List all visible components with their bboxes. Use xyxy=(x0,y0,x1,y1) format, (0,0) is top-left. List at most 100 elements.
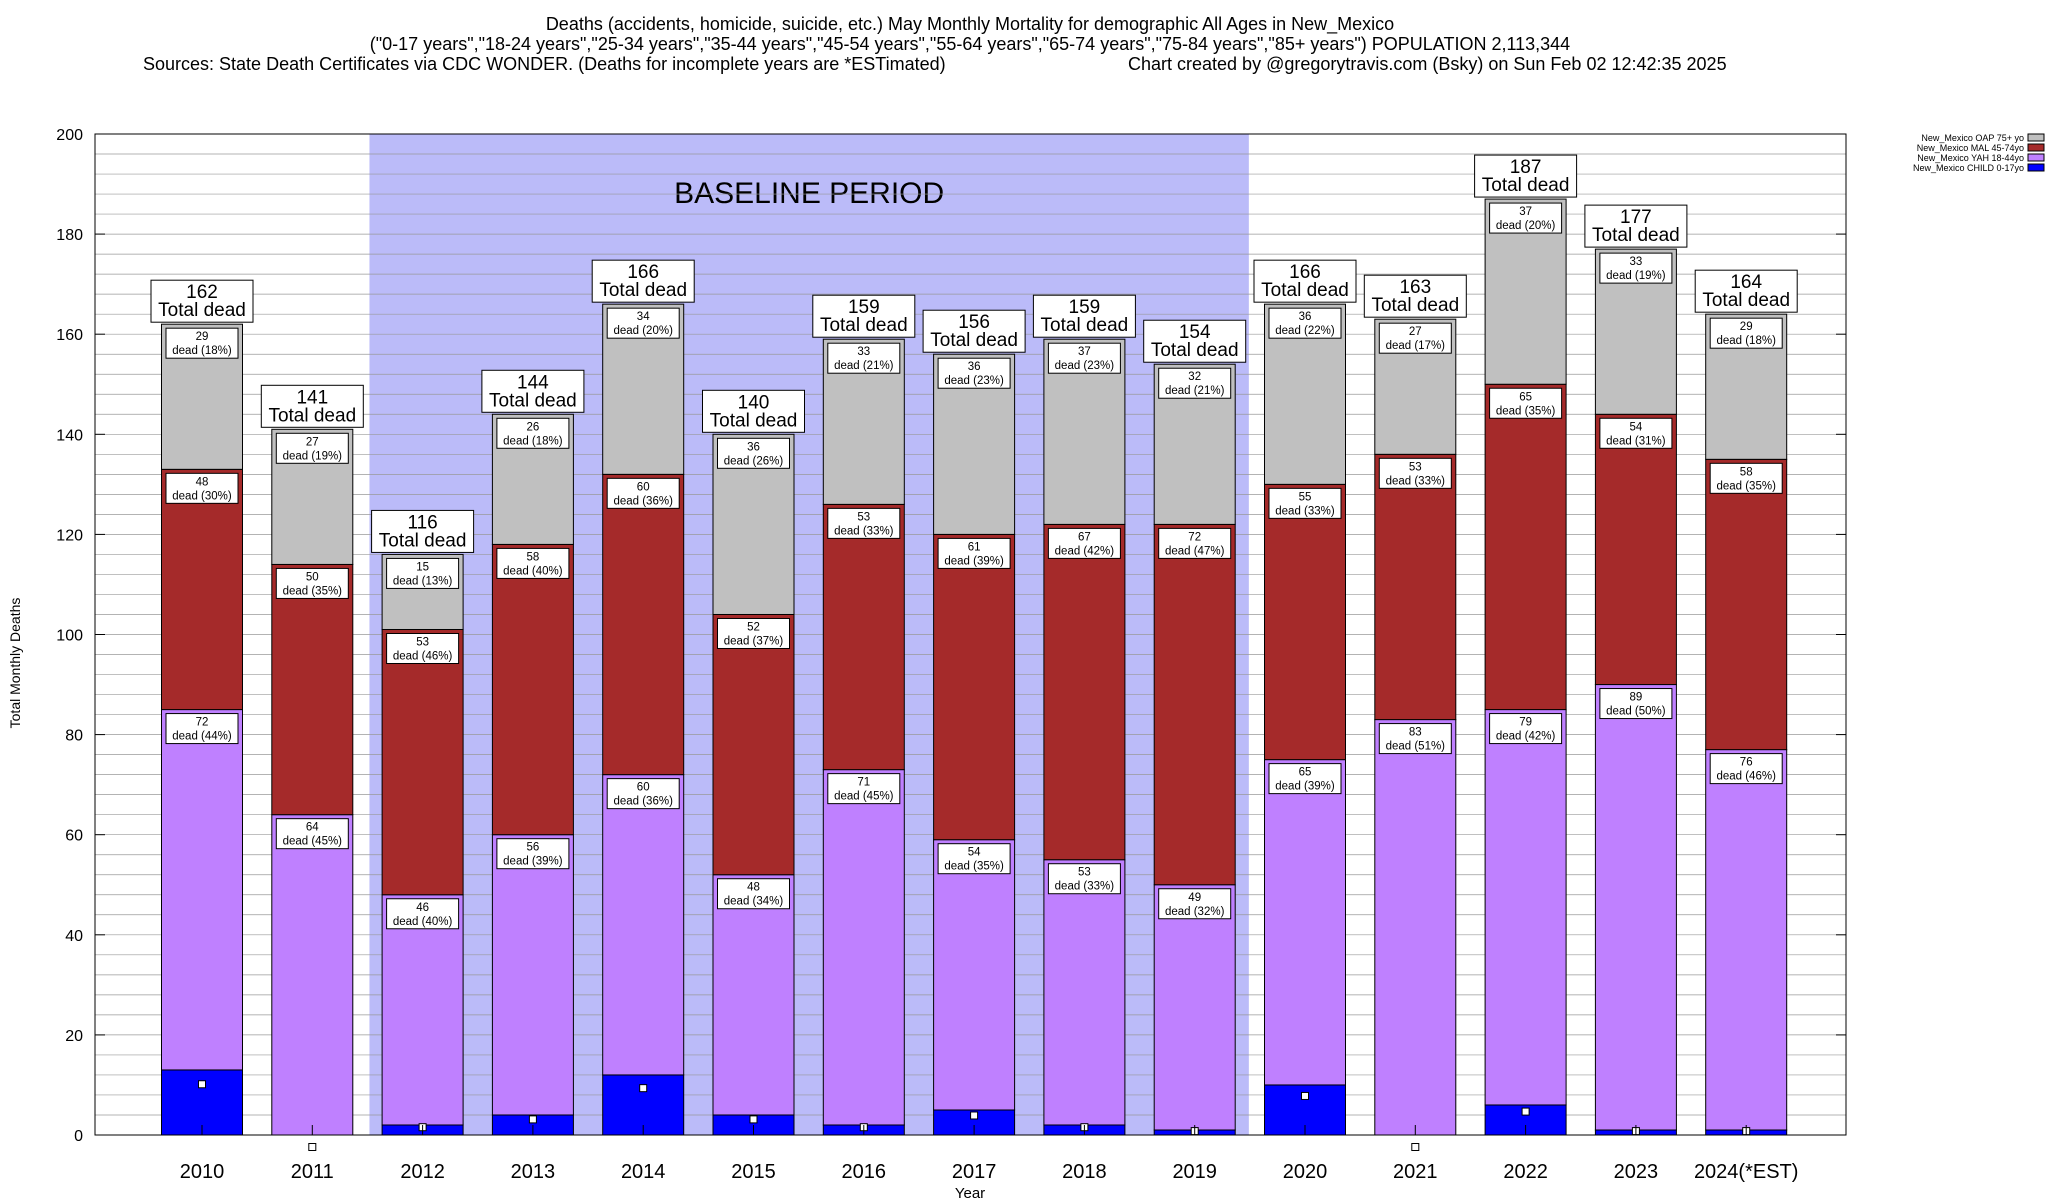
segment-label-pct: dead (45%) xyxy=(283,836,343,848)
segment-label-pct: dead (22%) xyxy=(1275,325,1335,337)
x-tick-label: 2017 xyxy=(952,1161,997,1183)
segment-label-box xyxy=(1709,317,1783,349)
segment-label-box xyxy=(717,617,790,649)
total-label-text: Total dead xyxy=(489,390,577,411)
total-label-box xyxy=(591,259,695,303)
total-label-text: Total dead xyxy=(930,330,1018,351)
segment-label-count: 79 xyxy=(1519,717,1532,729)
bar-segment-yah xyxy=(1153,884,1236,1131)
title-line-2: ("0-17 years","18-24 years","25-34 years… xyxy=(370,34,1570,54)
title-line-1: Deaths (accidents, homicide, suicide, et… xyxy=(546,14,1394,35)
total-label-text: Total dead xyxy=(1151,340,1239,361)
segment-label-pct: dead (20%) xyxy=(1496,220,1556,232)
segment-label-count: 83 xyxy=(1409,727,1422,739)
legend-swatch xyxy=(2027,163,2045,172)
total-label-count: 159 xyxy=(1069,297,1101,318)
total-label-box xyxy=(1694,269,1798,313)
plot-area: BASELINE PERIOD 0 20 40 60 80 100 120 140 160 180 2… xyxy=(56,127,1847,1183)
total-label-count: 166 xyxy=(627,262,659,283)
segment-label-box xyxy=(717,878,790,910)
y-tick-label: 40 xyxy=(65,928,83,945)
total-label-count: 164 xyxy=(1730,272,1762,293)
segment-label-pct: dead (36%) xyxy=(613,796,673,808)
x-tick-label: 2019 xyxy=(1172,1161,1217,1183)
legend-swatch xyxy=(2027,133,2045,142)
total-label-count: 162 xyxy=(186,282,218,303)
total-label-text: Total dead xyxy=(268,405,356,426)
bar-segment-mal xyxy=(822,503,905,771)
segment-label-pct: dead (51%) xyxy=(1386,741,1446,753)
segment-label-pct: dead (33%) xyxy=(834,525,894,537)
bar-segment-mal xyxy=(1043,523,1126,861)
bar-segment-yah xyxy=(1264,759,1346,1086)
total-label-count: 166 xyxy=(1289,262,1321,283)
bar-segment-yah xyxy=(602,774,685,1076)
segment-label-box xyxy=(1047,527,1121,559)
segment-label-box xyxy=(937,537,1011,569)
segment-label-box xyxy=(606,477,680,509)
bar-segment-mal xyxy=(1484,383,1567,711)
segment-label-pct: dead (20%) xyxy=(613,325,673,337)
total-label-text: Total dead xyxy=(1041,315,1129,336)
segment-label-count: 50 xyxy=(306,571,319,583)
legend-swatch xyxy=(2027,153,2045,162)
segment-label-count: 67 xyxy=(1078,531,1091,543)
segment-label-pct: dead (50%) xyxy=(1606,706,1666,718)
segment-label-pct: dead (30%) xyxy=(172,490,232,502)
segment-label-count: 58 xyxy=(527,551,540,563)
child-value-marker xyxy=(1411,1143,1420,1151)
segment-label-box xyxy=(1378,723,1452,755)
segment-label-pct: dead (17%) xyxy=(1386,340,1446,352)
total-label-box xyxy=(1143,319,1247,363)
segment-label-box xyxy=(717,437,790,469)
segment-label-box xyxy=(937,843,1011,875)
x-tick-label: 2015 xyxy=(731,1161,776,1183)
segment-label-pct: dead (18%) xyxy=(1716,335,1776,347)
x-tick-label: 2016 xyxy=(842,1161,887,1183)
y-tick-label: 100 xyxy=(56,628,83,645)
segment-label-box xyxy=(1378,322,1452,354)
bar-segment-yah xyxy=(712,874,795,1116)
segment-label-pct: dead (46%) xyxy=(393,650,453,662)
segment-label-pct: dead (26%) xyxy=(724,455,784,467)
segment-label-box xyxy=(1158,527,1232,559)
segment-label-box xyxy=(1599,417,1673,449)
segment-label-count: 33 xyxy=(857,346,870,358)
bar-segment-mal xyxy=(381,628,464,896)
segment-label-count: 58 xyxy=(1740,466,1753,478)
segment-label-box xyxy=(496,547,570,579)
total-label-count: 177 xyxy=(1620,207,1652,228)
bar-segment-yah xyxy=(271,814,354,1136)
legend-label: New_Mexico MAL 45-74yo xyxy=(1917,143,2024,153)
segment-label-pct: dead (35%) xyxy=(1496,405,1556,417)
y-tick-label: 0 xyxy=(74,1128,83,1145)
segment-label-count: 27 xyxy=(306,436,319,448)
total-label-box xyxy=(371,509,475,553)
y-tick-label: 200 xyxy=(56,127,83,144)
segment-label-box xyxy=(165,327,239,359)
segment-label-box xyxy=(386,557,460,589)
total-label-box xyxy=(812,294,916,338)
segment-label-box xyxy=(496,417,570,449)
segment-label-pct: dead (35%) xyxy=(283,585,343,597)
bar-segment-yah xyxy=(822,769,905,1126)
segment-label-count: 65 xyxy=(1519,391,1532,403)
total-label-box xyxy=(1363,274,1467,318)
total-label-text: Total dead xyxy=(1261,280,1349,301)
y-tick-label: 160 xyxy=(56,327,83,344)
total-label-box xyxy=(1253,259,1357,303)
total-label-text: Total dead xyxy=(1702,290,1790,311)
segment-label-count: 55 xyxy=(1299,491,1312,503)
segment-label-box xyxy=(1158,888,1232,920)
x-tick-label: 2014 xyxy=(621,1161,666,1183)
segment-label-count: 53 xyxy=(1078,867,1091,879)
segment-label-pct: dead (32%) xyxy=(1165,906,1225,918)
segment-label-pct: dead (46%) xyxy=(1716,771,1776,783)
total-label-box xyxy=(702,389,805,433)
segment-label-count: 64 xyxy=(306,822,319,834)
segment-label-count: 26 xyxy=(527,421,540,433)
bar-segment-yah xyxy=(1374,719,1457,1136)
total-label-text: Total dead xyxy=(599,280,687,301)
child-value-marker xyxy=(749,1115,758,1124)
